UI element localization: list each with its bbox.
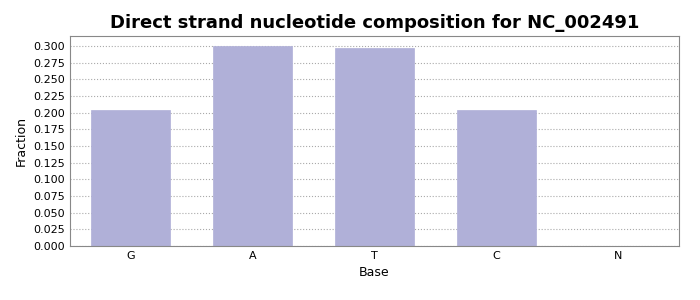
Bar [335,48,414,246]
Bar [213,46,293,246]
X-axis label: Base: Base [359,266,390,279]
Bar [456,110,536,246]
Title: Direct strand nucleotide composition for NC_002491: Direct strand nucleotide composition for… [110,14,639,32]
Y-axis label: Fraction: Fraction [15,116,28,166]
Bar [91,110,171,246]
